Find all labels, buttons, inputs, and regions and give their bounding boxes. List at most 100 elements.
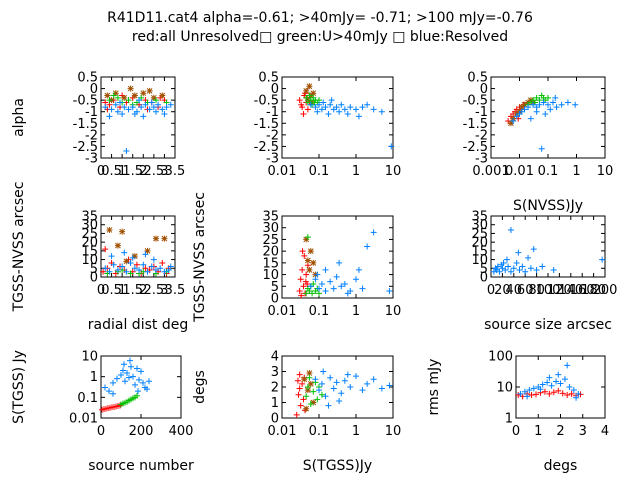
data-point-red xyxy=(300,283,307,290)
data-point-blue xyxy=(110,261,117,268)
y-tick-label: -3 xyxy=(85,152,98,167)
data-point-blue xyxy=(530,101,537,108)
data-point-blue xyxy=(322,393,329,400)
data-point-red xyxy=(293,411,300,418)
data-point-blue xyxy=(130,373,136,380)
x-tick-label: 200 xyxy=(129,424,154,439)
data-point-blue xyxy=(320,99,327,106)
data-point-blue xyxy=(327,278,334,285)
data-point-red xyxy=(159,260,166,267)
data-point-green xyxy=(306,92,313,99)
y-tick-label: 30 xyxy=(262,221,279,236)
data-point-blue xyxy=(347,104,354,111)
data-point-blue xyxy=(378,385,385,392)
data-point-blue xyxy=(312,376,319,383)
x-tick-label: 10 xyxy=(597,164,614,179)
plot-frame xyxy=(281,76,394,159)
x-tick-label: 0 xyxy=(97,283,105,298)
data-point-blue xyxy=(503,256,510,263)
data-point-red xyxy=(301,252,308,259)
data-point-blue xyxy=(312,276,319,283)
data-point-blue xyxy=(336,259,343,266)
data-point-red xyxy=(142,265,149,272)
data-point-red xyxy=(568,390,575,397)
data-point-blue xyxy=(573,394,580,401)
y-tick-label: 0 xyxy=(271,292,279,307)
data-point-blue xyxy=(564,99,571,106)
data-point-brown xyxy=(303,236,310,243)
data-point-blue xyxy=(123,268,130,275)
y-tick-label: 0.01 xyxy=(69,412,98,427)
data-point-blue xyxy=(318,380,325,387)
data-point-blue xyxy=(117,99,124,106)
data-point-blue xyxy=(536,101,543,108)
y-tick-label: 5 xyxy=(90,262,98,277)
data-point-blue xyxy=(359,285,366,292)
y-tick-label: 0.5 xyxy=(77,71,98,86)
x-tick-label: 20 xyxy=(494,283,511,298)
data-point-green xyxy=(306,374,313,381)
y-tick-label: 35 xyxy=(471,210,488,225)
data-point-brown xyxy=(304,257,311,264)
data-point-blue xyxy=(155,101,162,108)
x-tick-label: 3 xyxy=(160,283,168,298)
data-point-blue xyxy=(338,390,345,397)
data-point-blue xyxy=(538,145,545,152)
y-tick-label: 15 xyxy=(262,256,279,271)
data-point-blue xyxy=(325,111,332,118)
data-point-blue xyxy=(322,266,329,273)
x-tick-label: 0.5 xyxy=(101,283,122,298)
data-point-blue xyxy=(114,267,121,274)
data-point-blue xyxy=(344,371,351,378)
data-point-brown xyxy=(306,370,313,377)
data-point-brown xyxy=(140,90,147,97)
x-tick-label: 1 xyxy=(118,164,126,179)
data-point-blue xyxy=(524,393,531,400)
plot-frame xyxy=(490,76,606,159)
data-point-blue xyxy=(341,377,348,384)
data-point-blue xyxy=(507,268,514,275)
data-point-red xyxy=(564,392,571,399)
data-point-blue xyxy=(521,388,528,395)
y-tick-label: 20 xyxy=(81,236,98,251)
x-tick-label: 0.01 xyxy=(268,424,297,439)
x-tick-label: 0.1 xyxy=(538,164,559,179)
data-point-blue xyxy=(119,111,126,118)
x-tick-label: 3 xyxy=(579,424,587,439)
data-point-red xyxy=(533,391,540,398)
data-point-blue xyxy=(515,249,522,256)
data-point-blue xyxy=(517,390,524,397)
data-point-brown xyxy=(310,399,317,406)
data-point-blue xyxy=(121,361,127,368)
x-tick-label: 1 xyxy=(118,283,126,298)
x-tick-label: 3.5 xyxy=(165,164,186,179)
data-point-blue xyxy=(378,108,385,115)
y-tick-label: -1.5 xyxy=(463,117,488,132)
data-point-blue xyxy=(570,387,577,394)
y-tick-label: -2.5 xyxy=(463,140,488,155)
y-tick-label: -1 xyxy=(266,105,279,120)
data-point-blue xyxy=(102,104,109,111)
data-point-green xyxy=(318,391,325,398)
y-tick-label: 100 xyxy=(488,350,513,365)
data-point-blue xyxy=(146,378,152,385)
data-point-red xyxy=(102,246,109,253)
data-point-blue xyxy=(142,101,149,108)
data-point-blue xyxy=(165,267,172,274)
data-point-blue xyxy=(316,285,322,292)
x-tick-label: 3 xyxy=(160,164,168,179)
data-point-blue xyxy=(540,99,547,106)
data-point-red xyxy=(133,261,140,268)
data-point-blue xyxy=(344,111,351,118)
x-tick-label: 2 xyxy=(139,164,147,179)
data-point-blue xyxy=(102,265,109,272)
x-tick-label: 2.5 xyxy=(144,164,165,179)
y-tick-label: 2 xyxy=(271,381,279,396)
data-point-green xyxy=(303,94,310,101)
data-point-green xyxy=(152,97,159,104)
data-point-blue xyxy=(129,254,136,261)
x-tick-label: 10 xyxy=(385,424,402,439)
x-tick-label: 1.5 xyxy=(122,164,143,179)
